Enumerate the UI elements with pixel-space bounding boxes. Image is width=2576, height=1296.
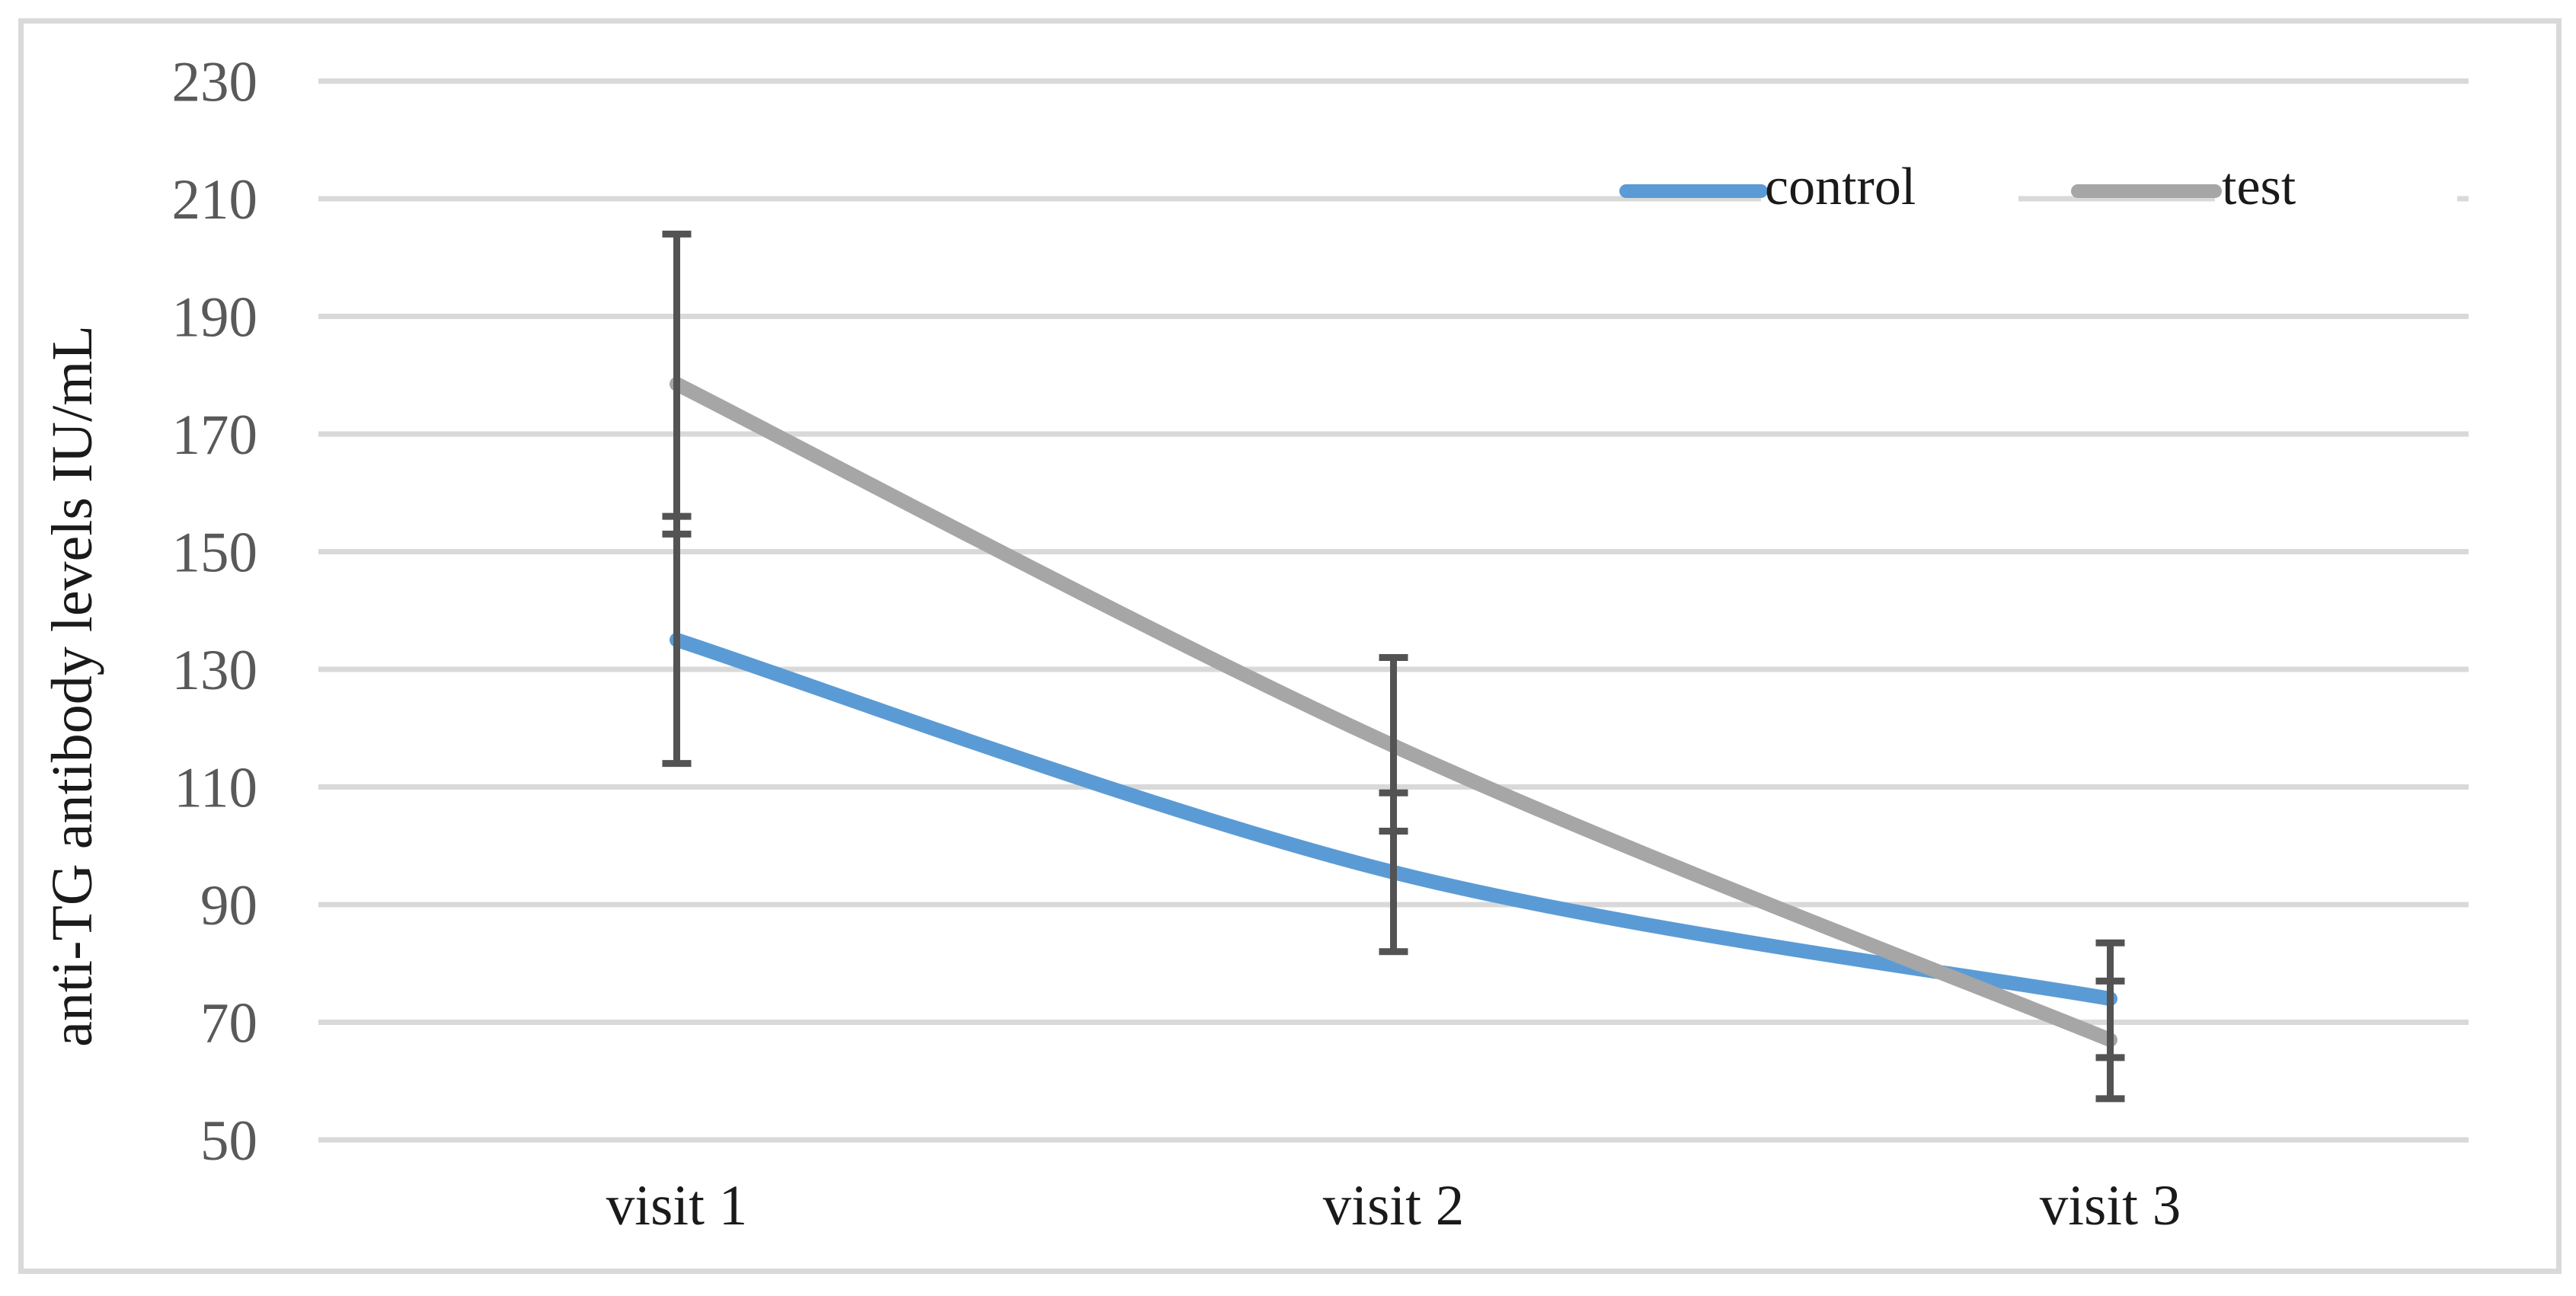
y-tick-label: 70 <box>200 992 257 1055</box>
legend-mask <box>2215 181 2457 215</box>
x-tick-label: visit 1 <box>606 1174 747 1237</box>
figure-border <box>18 18 2562 1274</box>
y-tick-label: 170 <box>172 404 258 467</box>
y-tick-label: 130 <box>172 639 258 702</box>
y-tick-label: 50 <box>200 1109 257 1173</box>
y-tick-label: 90 <box>200 874 257 937</box>
y-tick-label: 190 <box>172 286 258 350</box>
y-tick-label: 110 <box>174 757 257 820</box>
y-tick-label: 210 <box>172 168 258 231</box>
y-tick-label: 230 <box>172 51 258 114</box>
legend-label-control: control <box>1765 158 1916 216</box>
legend-mask <box>1761 181 2018 215</box>
legend-label-test: test <box>2222 158 2296 216</box>
x-tick-label: visit 3 <box>2040 1174 2181 1237</box>
y-tick-label: 150 <box>172 522 258 585</box>
y-axis-title: anti-TG antibody levels IU/mL <box>40 325 104 1047</box>
x-tick-label: visit 2 <box>1323 1174 1464 1237</box>
